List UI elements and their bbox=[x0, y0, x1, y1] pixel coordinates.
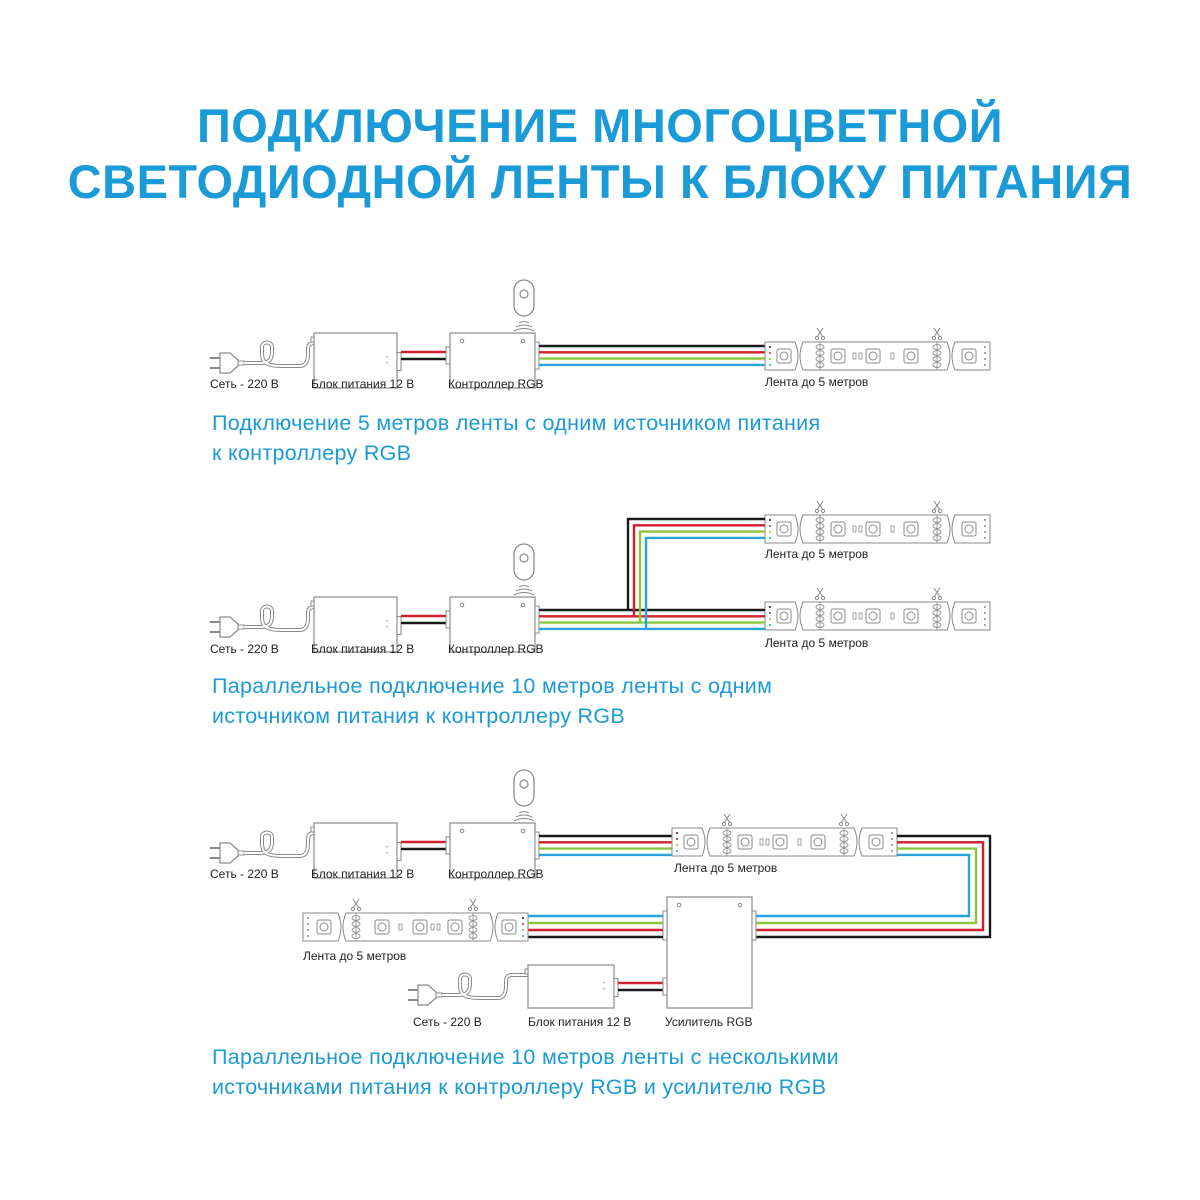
scissors-icon bbox=[814, 500, 826, 514]
rgb-amplifier bbox=[666, 896, 753, 1009]
scissors-icon bbox=[350, 898, 362, 912]
caption-3: Параллельное подключение 10 метров ленты… bbox=[212, 1042, 839, 1102]
label-strip-2a: Лента до 5 метров bbox=[765, 547, 868, 561]
plug-icon bbox=[408, 972, 528, 1006]
caption-1-line-1: Подключение 5 метров ленты с одним источ… bbox=[212, 411, 821, 435]
label-psu-1: Блок питания 12 В bbox=[311, 377, 414, 391]
label-controller-2: Контроллер RGB bbox=[448, 642, 544, 656]
scissors-icon bbox=[814, 587, 826, 601]
caption-3-line-1: Параллельное подключение 10 метров ленты… bbox=[212, 1045, 839, 1069]
caption-2-line-2: источником питания к контроллеру RGB bbox=[212, 704, 626, 728]
led-strip bbox=[764, 587, 991, 631]
label-controller-3: Контроллер RGB bbox=[448, 867, 544, 881]
scissors-icon bbox=[721, 813, 733, 827]
label-strip-3b: Лента до 5 метров bbox=[303, 949, 406, 963]
remote-control-icon bbox=[513, 543, 535, 596]
label-psu-3b: Блок питания 12 В bbox=[528, 1015, 631, 1029]
plug-icon bbox=[210, 604, 315, 638]
caption-1-line-2: к контроллеру RGB bbox=[212, 441, 412, 465]
remote-control-icon bbox=[513, 769, 535, 822]
caption-2-line-1: Параллельное подключение 10 метров ленты… bbox=[212, 674, 773, 698]
led-strip bbox=[302, 898, 529, 942]
power-supply bbox=[310, 596, 402, 653]
power-supply bbox=[310, 822, 402, 879]
caption-2: Параллельное подключение 10 метров ленты… bbox=[212, 671, 772, 731]
label-mains-3b: Сеть - 220 В bbox=[413, 1015, 482, 1029]
label-strip-3a: Лента до 5 метров bbox=[674, 861, 777, 875]
label-psu-2: Блок питания 12 В bbox=[311, 642, 414, 656]
led-strip bbox=[764, 327, 991, 371]
led-strip bbox=[764, 500, 991, 544]
label-strip-2b: Лента до 5 метров bbox=[765, 636, 868, 650]
label-psu-3: Блок питания 12 В bbox=[311, 867, 414, 881]
scissors-icon bbox=[931, 587, 943, 601]
caption-1: Подключение 5 метров ленты с одним источ… bbox=[212, 408, 820, 468]
label-strip-1: Лента до 5 метров bbox=[765, 375, 868, 389]
label-amplifier: Усилитель RGB bbox=[665, 1015, 752, 1029]
page-title: ПОДКЛЮЧЕНИЕ МНОГОЦВЕТНОЙ СВЕТОДИОДНОЙ ЛЕ… bbox=[0, 98, 1200, 210]
power-supply bbox=[524, 964, 619, 1009]
label-mains-1: Сеть - 220 В bbox=[210, 377, 279, 391]
rgb-controller bbox=[449, 596, 536, 653]
plug-icon bbox=[210, 340, 315, 374]
remote-control-icon bbox=[513, 279, 535, 332]
plug-icon bbox=[210, 830, 315, 864]
power-supply bbox=[310, 332, 402, 389]
label-mains-3: Сеть - 220 В bbox=[210, 867, 279, 881]
scissors-icon bbox=[814, 327, 826, 341]
caption-3-line-2: источниками питания к контроллеру RGB и … bbox=[212, 1075, 827, 1099]
title-line-2: СВЕТОДИОДНОЙ ЛЕНТЫ К БЛОКУ ПИТАНИЯ bbox=[67, 155, 1133, 208]
diagram-shapes bbox=[210, 279, 992, 1009]
scissors-icon bbox=[838, 813, 850, 827]
scissors-icon bbox=[467, 898, 479, 912]
title-line-1: ПОДКЛЮЧЕНИЕ МНОГОЦВЕТНОЙ bbox=[196, 99, 1004, 152]
scissors-icon bbox=[931, 327, 943, 341]
led-strip bbox=[671, 813, 898, 857]
label-controller-1: Контроллер RGB bbox=[448, 377, 544, 391]
label-mains-2: Сеть - 220 В bbox=[210, 642, 279, 656]
scissors-icon bbox=[931, 500, 943, 514]
